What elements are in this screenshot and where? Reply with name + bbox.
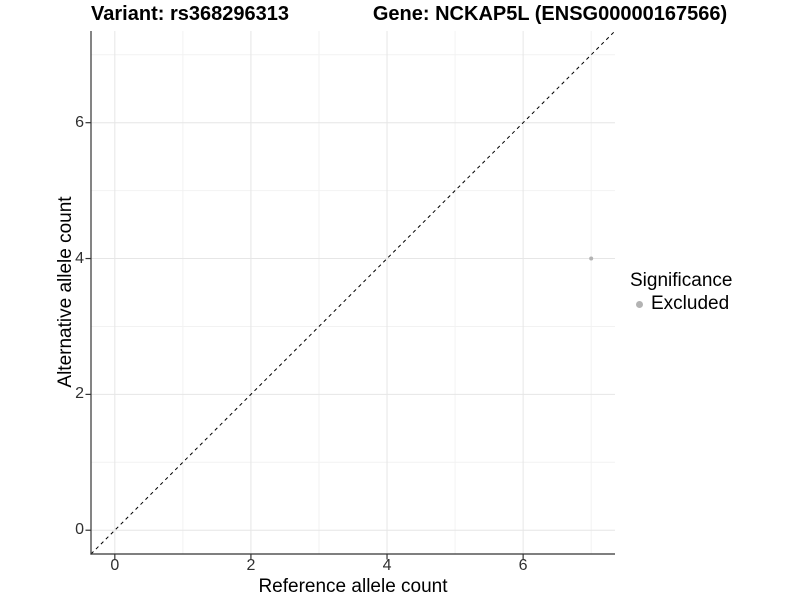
x-axis-tick-label: 2 — [246, 557, 256, 574]
y-axis-tick-label: 0 — [75, 521, 84, 539]
legend-item-label: Excluded — [651, 293, 730, 314]
legend-title: Significance — [630, 270, 733, 291]
legend-item-excluded: Excluded — [630, 294, 732, 314]
y-axis-tick-label: 4 — [75, 249, 84, 267]
gene-title: Gene: NCKAP5L (ENSG00000167566) — [372, 3, 728, 25]
x-axis-tick-label: 0 — [110, 557, 120, 574]
x-axis-title: Reference allele count — [258, 576, 448, 597]
legend-key-dot — [636, 300, 643, 308]
y-axis-tick-label: 2 — [75, 385, 84, 403]
legend: Significance Excluded — [630, 270, 732, 314]
x-axis-tick-label: 6 — [518, 557, 528, 574]
y-axis-tick-label: 6 — [75, 113, 84, 131]
x-axis-tick-label: 4 — [382, 557, 392, 574]
data-point — [589, 256, 594, 261]
variant-title: Variant: rs368296313 — [91, 3, 289, 25]
identity-line — [90, 30, 616, 555]
